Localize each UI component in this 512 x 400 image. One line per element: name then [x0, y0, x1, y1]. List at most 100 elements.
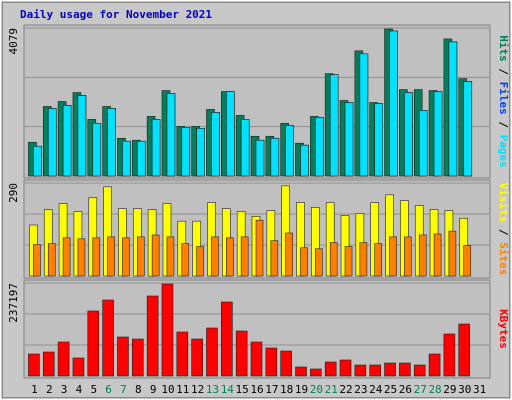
x-tick-label: 25 — [384, 383, 397, 396]
bar — [443, 333, 456, 377]
bar — [240, 119, 250, 177]
legend: KBytes — [497, 309, 510, 349]
bar — [47, 243, 56, 277]
bar — [300, 144, 309, 177]
x-tick-label: 31 — [473, 383, 486, 396]
bar — [265, 347, 278, 377]
legend-entry: Pages — [497, 135, 510, 168]
bar — [255, 219, 264, 277]
bar — [57, 341, 70, 377]
bar — [344, 246, 353, 277]
x-tick-label: 2 — [46, 383, 53, 396]
bar — [413, 364, 426, 377]
bar — [240, 236, 249, 277]
bar — [62, 237, 71, 277]
bar — [151, 119, 161, 177]
x-tick-label: 10 — [161, 383, 174, 396]
bar — [161, 283, 174, 377]
x-tick-label: 24 — [369, 383, 383, 396]
bar — [226, 91, 235, 177]
bar — [433, 91, 443, 177]
bar — [196, 246, 204, 277]
x-tick-label: 29 — [443, 383, 456, 396]
x-tick-label: 1 — [31, 383, 38, 396]
chart-title: Daily usage for November 2021 — [20, 8, 212, 21]
bar — [77, 95, 87, 177]
bar — [146, 295, 159, 377]
bar — [404, 92, 413, 177]
bar — [448, 41, 458, 177]
bar — [354, 364, 367, 377]
bar — [448, 230, 457, 277]
bar — [136, 140, 146, 177]
x-tick-label: 17 — [265, 383, 278, 396]
legend-entry: Visits — [497, 183, 510, 223]
bar — [285, 232, 293, 277]
legend-entry: Sites — [497, 242, 510, 275]
bar — [329, 242, 338, 277]
bar — [404, 236, 412, 277]
bar — [285, 125, 294, 177]
bar — [28, 353, 40, 377]
bar — [374, 103, 384, 177]
x-tick-label: 11 — [176, 383, 189, 396]
bar — [339, 359, 352, 377]
y-tick-label: 4079 — [7, 28, 20, 55]
bar — [310, 368, 322, 377]
bar — [102, 299, 114, 377]
bar — [206, 327, 218, 377]
x-tick-label: 23 — [354, 383, 367, 396]
x-tick-label: 27 — [414, 383, 427, 396]
bar — [87, 310, 100, 377]
bar — [270, 137, 280, 177]
bar — [92, 123, 102, 177]
x-tick-label: 19 — [295, 383, 308, 396]
legend-entry: Hits — [497, 35, 510, 62]
legend-separator: / — [497, 115, 510, 135]
bar — [196, 128, 205, 177]
bar — [191, 338, 203, 377]
bar — [428, 353, 441, 377]
bar — [122, 237, 130, 277]
bar — [181, 127, 191, 177]
bar — [211, 112, 220, 177]
x-tick-label: 15 — [236, 383, 249, 396]
bar — [374, 243, 383, 277]
x-tick-label: 20 — [310, 383, 323, 396]
y-tick-label: 290 — [7, 183, 20, 203]
legend-entry: Files — [497, 82, 510, 115]
bar — [418, 110, 428, 177]
bar — [62, 105, 72, 177]
bar — [33, 244, 41, 277]
bar — [235, 330, 248, 377]
x-tick-label: 5 — [90, 383, 97, 396]
bar — [369, 364, 382, 377]
bar — [122, 140, 131, 177]
bar — [324, 361, 337, 377]
bar — [92, 237, 101, 277]
bar — [33, 145, 42, 177]
y-tick-label: 237197 — [7, 283, 20, 323]
bar — [72, 357, 85, 377]
bar — [389, 236, 397, 277]
bar — [151, 234, 160, 277]
bar — [384, 362, 396, 377]
x-tick-label: 14 — [221, 383, 235, 396]
bar — [226, 237, 234, 277]
bar — [107, 108, 116, 177]
bar — [418, 234, 427, 277]
bar — [359, 242, 368, 277]
bar — [270, 240, 279, 277]
bar — [166, 236, 175, 277]
bar — [344, 102, 354, 177]
bar — [176, 331, 189, 377]
bar — [221, 301, 233, 377]
x-tick-label: 13 — [206, 383, 219, 396]
bar — [77, 238, 86, 277]
bar — [399, 362, 411, 377]
x-tick-label: 22 — [339, 383, 352, 396]
x-tick-label: 28 — [428, 383, 441, 396]
bar — [463, 245, 472, 277]
